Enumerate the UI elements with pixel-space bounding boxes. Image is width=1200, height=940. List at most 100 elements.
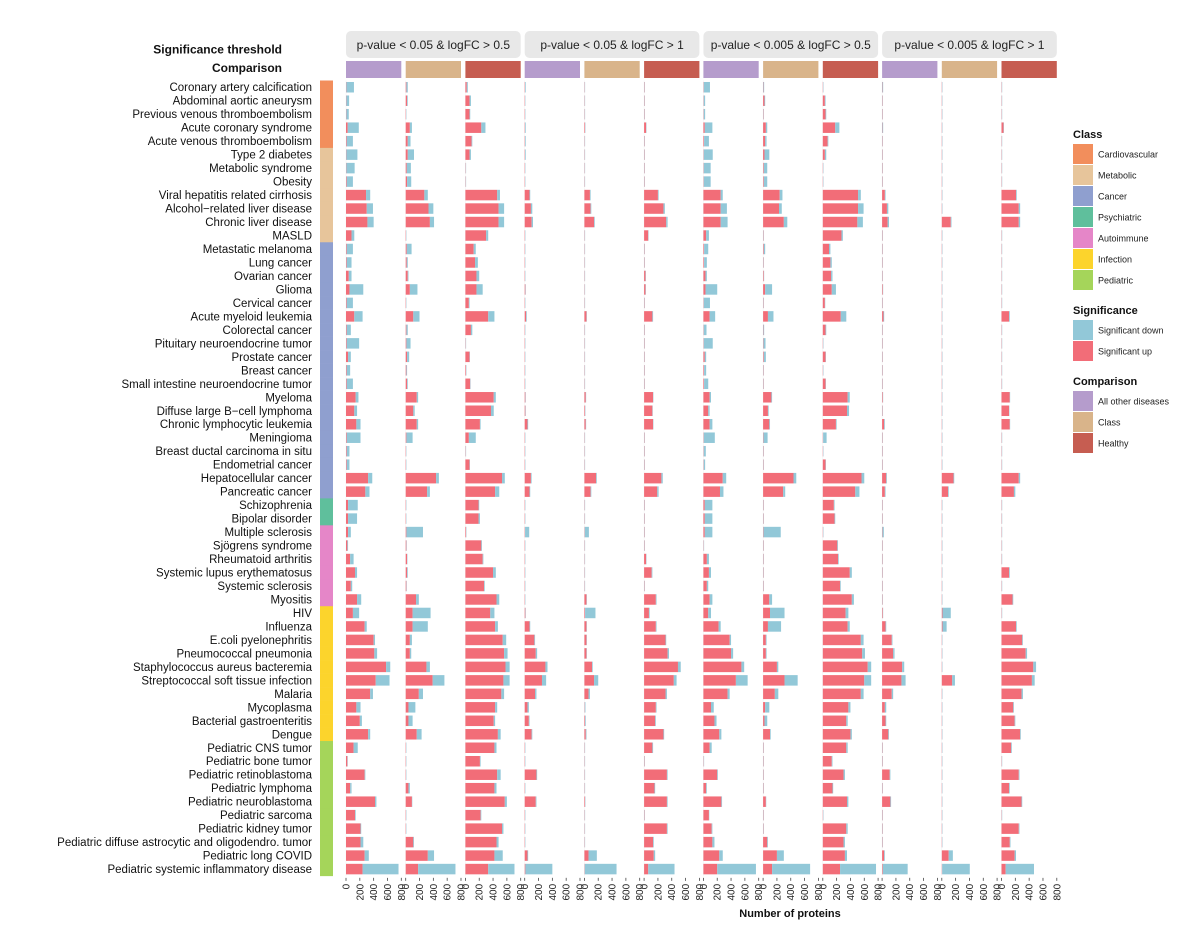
bar-down [535,689,536,700]
bar-up [1002,675,1032,686]
bar-down [828,136,829,147]
bar-down [954,473,955,484]
disease-label: Myositis [270,594,312,606]
bar-up [406,122,410,132]
bar-down [368,473,372,484]
bar-up [703,823,711,834]
bar-up [465,581,484,592]
class-stripe-cell [320,188,333,202]
bar-up [346,756,347,767]
bar-down [348,122,359,132]
bar-down [502,823,503,834]
bar-up [584,203,590,214]
bar-up [584,392,585,403]
bar-down [348,527,351,538]
bar-down [858,190,861,201]
bar-down [361,837,364,848]
bar-up [465,284,476,295]
bar-down [475,257,478,268]
bar-up [882,608,883,619]
bar-up [823,217,858,228]
bar-up [703,864,717,875]
bar-up [823,271,831,282]
bar-up [882,190,885,201]
bar-up [1002,850,1015,861]
bar-up [644,823,667,834]
bar-down [429,203,434,214]
bar-up [823,729,851,740]
bar-down [779,203,782,214]
bar-down [1015,716,1016,727]
x-tick-label: 200 [594,883,605,900]
threshold-header-label: Significance threshold [153,43,282,57]
disease-label: E.coli pyelonephritis [210,635,313,647]
bar-down [410,648,411,659]
bar-down [407,244,412,255]
bar-down [826,109,827,120]
bar-up [823,513,835,524]
x-tick-label: 400 [489,883,500,900]
bar-up [703,419,709,430]
bar-down [892,635,893,646]
bar-up [465,635,502,646]
bar-down [1015,850,1016,861]
bar-down [531,203,532,214]
bar-up [346,217,367,228]
bar-up [703,244,704,255]
bar-down [353,608,359,619]
bar-up [882,486,885,497]
bar-down [408,702,415,713]
bar-up [823,716,847,727]
bar-down [419,689,423,700]
bar-up [763,716,764,727]
bar-up [465,662,505,673]
bar-down [949,850,953,861]
bar-down [838,554,839,565]
bar-up [1002,594,1013,605]
bar-down [885,486,886,497]
bar-up [703,837,712,848]
bar-down [589,689,590,700]
bar-up [465,702,495,713]
disease-label: Colorectal cancer [223,325,313,337]
bar-up [703,567,709,578]
x-tick-label: 600 [681,883,692,900]
class-stripe-cell [320,768,333,782]
bar-up [346,769,365,780]
bar-down [413,837,414,848]
class-stripe-cell [320,391,333,405]
bar-up [763,689,775,700]
x-tick-label: 0 [401,883,412,889]
class-legend-swatch [1073,165,1093,185]
bar-up [763,621,768,632]
bar-up [346,540,347,551]
bar-up [346,594,357,605]
class-stripe-cell [320,633,333,647]
class-stripe-cell [320,539,333,553]
bar-up [763,729,770,740]
bar-up [1002,406,1010,417]
bar-up [763,392,771,403]
bar-up [346,257,347,268]
bar-up [644,554,646,565]
bar-up [406,635,410,646]
bar-down [589,850,597,861]
bar-up [465,500,478,511]
bar-up [346,338,347,349]
bar-up [823,864,840,875]
bar-down [407,379,408,390]
bar-down [663,729,664,740]
class-stripe-cell [320,242,333,256]
bar-down [417,729,422,740]
bar-down [832,284,836,295]
bar-up [465,756,480,767]
bar-down [536,648,537,659]
comparison-strip-2-2 [584,61,639,78]
bar-up [882,702,885,713]
threshold-header-text-3: p-value < 0.005 & logFC > 0.5 [711,38,871,52]
bar-up [703,810,709,821]
bar-down [741,662,744,673]
bar-down [1019,823,1020,834]
